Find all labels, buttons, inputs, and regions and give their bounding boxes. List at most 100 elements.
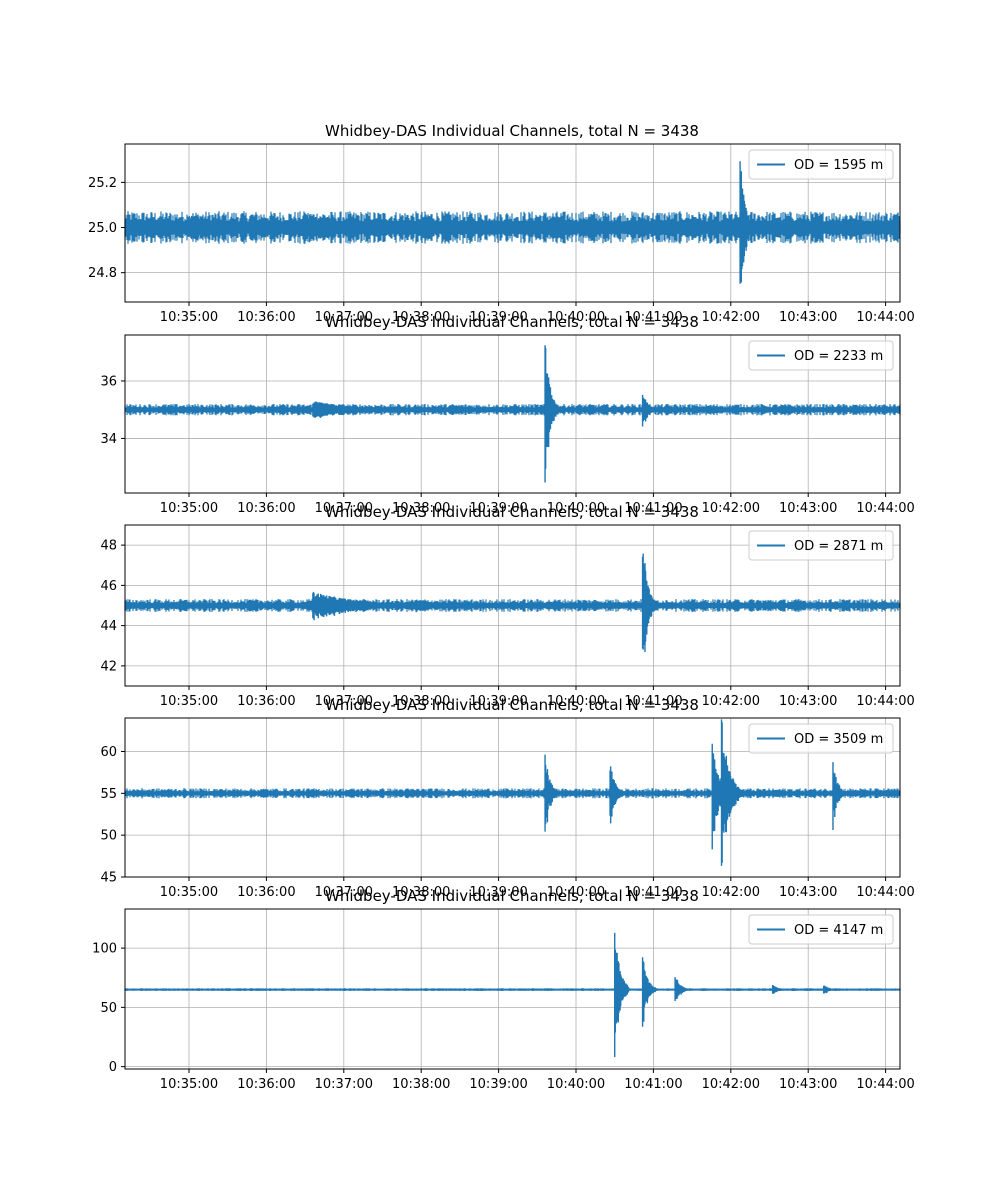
legend: OD = 4147 m (748, 914, 894, 945)
legend: OD = 3509 m (748, 723, 894, 754)
x-tick-label: 10:44:00 (856, 310, 914, 325)
legend: OD = 2233 m (748, 340, 894, 371)
trace-event (544, 754, 560, 832)
legend-box (748, 340, 894, 371)
trace-event (414, 406, 521, 414)
trace-event (674, 977, 690, 1002)
x-tick-label: 10:37:00 (315, 1077, 373, 1092)
x-tick-label: 10:43:00 (779, 310, 837, 325)
trace-event (641, 957, 658, 1027)
trace-event (544, 345, 560, 483)
trace-event (302, 212, 409, 244)
axes-frame (124, 524, 901, 687)
subplot-4: 10:35:00 10:36:00 10:37:00 10:38:00 10:39:00… (100, 696, 914, 900)
subplot-3: 10:35:00 10:36:00 10:37:00 10:38:00 10:39:00… (100, 503, 914, 709)
x-tick-label: 10:44:00 (856, 501, 914, 516)
x-tick-label: 10:43:00 (779, 694, 837, 709)
y-tick-label: 45 (100, 871, 117, 886)
x-tick-label: 10:41:00 (624, 885, 682, 900)
x-tick-label: 10:44:00 (856, 694, 914, 709)
x-tick-label: 10:43:00 (779, 885, 837, 900)
x-tick-label: 10:36:00 (237, 310, 295, 325)
y-tick-label: 42 (100, 659, 117, 674)
x-tick-label: 10:41:00 (624, 501, 682, 516)
trace-event (823, 985, 839, 994)
x-tick-label: 10:44:00 (856, 1077, 914, 1092)
x-tick-label: 10:35:00 (160, 310, 218, 325)
subplot-2: 10:35:00 10:36:00 10:37:00 10:38:00 10:39:00… (100, 313, 914, 516)
x-tick-label: 10:38:00 (392, 885, 450, 900)
x-tick-label: 10:40:00 (547, 310, 605, 325)
x-tick-label: 10:42:00 (702, 694, 760, 709)
legend-box (748, 149, 894, 180)
x-tick-label: 10:40:00 (547, 694, 605, 709)
y-tick-label: 50 (100, 829, 117, 844)
subplot-title: Whidbey-DAS Individual Channels, total N… (325, 696, 699, 714)
legend-label: OD = 4147 m (794, 923, 883, 938)
axes-frame (124, 143, 901, 303)
subplot-5: 10:35:00 10:36:00 10:37:00 10:38:00 10:39:00… (92, 887, 915, 1092)
y-tick-label: 48 (100, 539, 117, 554)
trace-event (614, 932, 630, 1058)
x-tick-label: 10:38:00 (392, 1077, 450, 1092)
subplot-title: Whidbey-DAS Individual Channels, total N… (325, 503, 699, 521)
y-tick-label: 34 (100, 432, 117, 447)
y-tick-label: 55 (100, 787, 117, 802)
subplot-title: Whidbey-DAS Individual Channels, total N… (325, 887, 699, 905)
x-tick-label: 10:35:00 (160, 1077, 218, 1092)
x-tick-label: 10:44:00 (856, 885, 914, 900)
x-tick-label: 10:39:00 (469, 694, 527, 709)
trace-event (641, 553, 658, 653)
x-tick-label: 10:36:00 (237, 501, 295, 516)
y-tick-label: 36 (100, 374, 117, 389)
y-tick-label: 46 (100, 579, 117, 594)
x-tick-label: 10:36:00 (237, 694, 295, 709)
x-tick-label: 10:40:00 (547, 885, 605, 900)
trace-event (641, 394, 658, 427)
y-tick-label: 44 (100, 619, 117, 634)
x-tick-label: 10:39:00 (469, 885, 527, 900)
x-tick-label: 10:36:00 (237, 1077, 295, 1092)
x-tick-label: 10:42:00 (702, 885, 760, 900)
trace-event (832, 762, 848, 830)
x-tick-label: 10:39:00 (469, 310, 527, 325)
subplot-1: 10:35:00 10:36:00 10:37:00 10:38:00 10:39:00… (88, 122, 915, 325)
y-tick-label: 60 (100, 745, 117, 760)
x-tick-label: 10:41:00 (624, 694, 682, 709)
trace-event (739, 161, 755, 284)
x-tick-label: 10:42:00 (702, 310, 760, 325)
axes-frame (124, 334, 901, 494)
trace-event (720, 719, 743, 866)
y-tick-label: 25.0 (88, 221, 117, 236)
x-tick-label: 10:38:00 (392, 310, 450, 325)
x-tick-label: 10:35:00 (160, 694, 218, 709)
y-tick-label: 24.8 (88, 266, 117, 281)
x-tick-label: 10:39:00 (469, 501, 527, 516)
trace-event (609, 766, 625, 824)
x-tick-label: 10:41:00 (624, 310, 682, 325)
x-tick-label: 10:42:00 (702, 1077, 760, 1092)
x-tick-label: 10:42:00 (702, 501, 760, 516)
legend-label: OD = 3509 m (794, 732, 883, 747)
x-tick-label: 10:41:00 (624, 1077, 682, 1092)
x-tick-label: 10:35:00 (160, 501, 218, 516)
x-tick-label: 10:39:00 (469, 1077, 527, 1092)
y-tick-label: 100 (92, 942, 117, 957)
trace-event (414, 599, 521, 613)
x-tick-label: 10:37:00 (315, 501, 373, 516)
legend-box (748, 530, 894, 561)
legend: OD = 2871 m (748, 530, 894, 561)
x-tick-label: 10:43:00 (779, 501, 837, 516)
subplot-title: Whidbey-DAS Individual Channels, total N… (325, 313, 699, 331)
x-tick-label: 10:38:00 (392, 501, 450, 516)
x-tick-label: 10:37:00 (315, 885, 373, 900)
subplot-title: Whidbey-DAS Individual Channels, total N… (325, 122, 699, 140)
x-tick-label: 10:38:00 (392, 694, 450, 709)
x-tick-label: 10:35:00 (160, 885, 218, 900)
x-tick-label: 10:37:00 (315, 310, 373, 325)
y-tick-label: 0 (109, 1060, 117, 1075)
y-tick-label: 50 (100, 1001, 117, 1016)
legend: OD = 1595 m (748, 149, 894, 180)
axes-frame (124, 908, 901, 1070)
